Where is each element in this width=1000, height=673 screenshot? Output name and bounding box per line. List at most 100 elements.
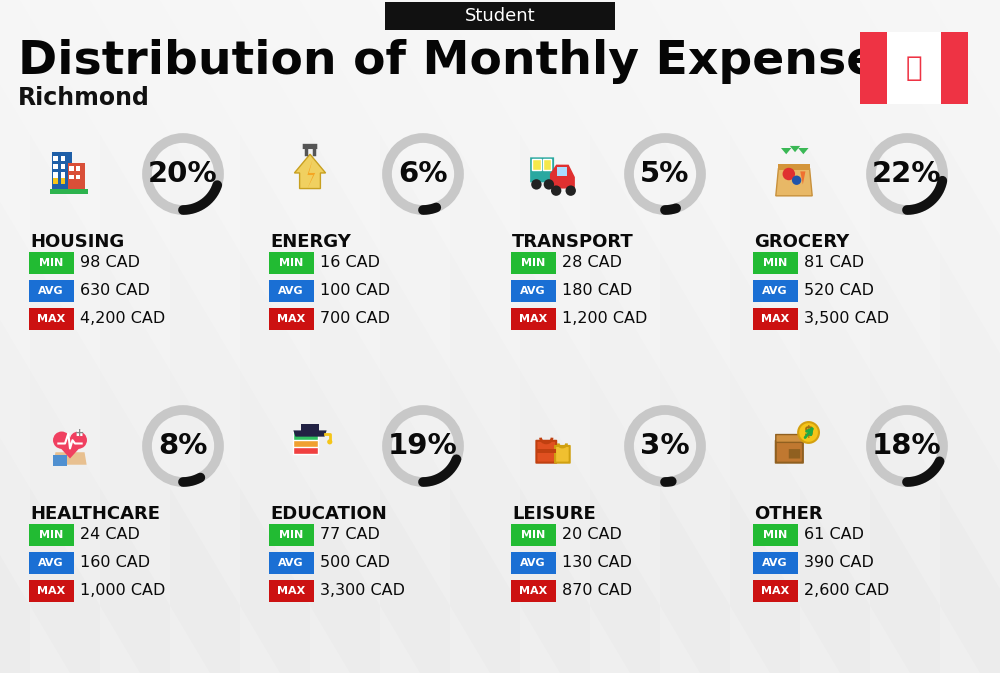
Text: 100 CAD: 100 CAD <box>320 283 390 298</box>
Text: 8%: 8% <box>158 432 208 460</box>
Text: MIN: MIN <box>521 258 545 267</box>
FancyBboxPatch shape <box>28 551 74 573</box>
Circle shape <box>53 431 70 449</box>
Polygon shape <box>307 160 315 188</box>
Circle shape <box>566 186 576 196</box>
FancyBboxPatch shape <box>28 279 74 302</box>
FancyBboxPatch shape <box>778 164 810 170</box>
Circle shape <box>551 186 561 196</box>
Text: +: + <box>75 428 84 438</box>
Text: 28 CAD: 28 CAD <box>562 255 622 270</box>
Text: $: $ <box>804 425 813 439</box>
FancyBboxPatch shape <box>753 551 798 573</box>
Text: Distribution of Monthly Expenses: Distribution of Monthly Expenses <box>18 40 906 85</box>
Text: AVG: AVG <box>38 285 64 295</box>
Text: OTHER: OTHER <box>754 505 823 523</box>
FancyBboxPatch shape <box>268 252 314 273</box>
FancyBboxPatch shape <box>53 172 58 178</box>
FancyBboxPatch shape <box>52 152 72 190</box>
Polygon shape <box>550 165 575 188</box>
Circle shape <box>70 431 87 449</box>
FancyBboxPatch shape <box>28 308 74 330</box>
FancyBboxPatch shape <box>511 524 556 546</box>
Text: 20 CAD: 20 CAD <box>562 527 622 542</box>
Text: MAX: MAX <box>519 586 547 596</box>
FancyBboxPatch shape <box>77 430 82 436</box>
FancyBboxPatch shape <box>753 579 798 602</box>
Text: ENERGY: ENERGY <box>270 233 351 251</box>
Polygon shape <box>781 148 791 154</box>
Text: Student: Student <box>465 7 535 25</box>
Text: AVG: AVG <box>520 557 546 567</box>
FancyBboxPatch shape <box>887 32 941 104</box>
Text: AVG: AVG <box>278 557 304 567</box>
Text: MIN: MIN <box>39 258 63 267</box>
Text: 5%: 5% <box>640 160 690 188</box>
FancyBboxPatch shape <box>61 178 65 184</box>
FancyBboxPatch shape <box>293 446 318 454</box>
Text: MAX: MAX <box>519 314 547 324</box>
Text: 630 CAD: 630 CAD <box>80 283 150 298</box>
Text: MIN: MIN <box>763 530 787 540</box>
FancyBboxPatch shape <box>555 446 570 462</box>
Circle shape <box>798 422 819 443</box>
FancyBboxPatch shape <box>385 2 615 30</box>
FancyBboxPatch shape <box>69 166 74 171</box>
FancyBboxPatch shape <box>268 524 314 546</box>
FancyBboxPatch shape <box>53 456 67 466</box>
FancyBboxPatch shape <box>268 579 314 602</box>
Text: MIN: MIN <box>521 530 545 540</box>
FancyBboxPatch shape <box>753 252 798 273</box>
FancyBboxPatch shape <box>61 156 65 161</box>
Text: AVG: AVG <box>278 285 304 295</box>
Text: 1,200 CAD: 1,200 CAD <box>562 311 647 326</box>
Text: 4,200 CAD: 4,200 CAD <box>80 311 165 326</box>
Text: 🍁: 🍁 <box>906 54 922 82</box>
Text: 160 CAD: 160 CAD <box>80 555 150 570</box>
FancyBboxPatch shape <box>76 174 80 179</box>
FancyBboxPatch shape <box>28 524 74 546</box>
FancyBboxPatch shape <box>28 579 74 602</box>
FancyBboxPatch shape <box>50 188 88 194</box>
FancyBboxPatch shape <box>753 524 798 546</box>
Circle shape <box>531 179 542 190</box>
Text: 18%: 18% <box>872 432 942 460</box>
Text: EDUCATION: EDUCATION <box>270 505 387 523</box>
FancyBboxPatch shape <box>268 308 314 330</box>
Text: MIN: MIN <box>279 258 303 267</box>
FancyBboxPatch shape <box>776 441 803 462</box>
Polygon shape <box>776 169 812 196</box>
Text: 520 CAD: 520 CAD <box>804 283 874 298</box>
Polygon shape <box>800 172 805 184</box>
Polygon shape <box>53 440 87 458</box>
Text: AVG: AVG <box>762 557 788 567</box>
FancyBboxPatch shape <box>61 172 65 178</box>
Text: 16 CAD: 16 CAD <box>320 255 380 270</box>
Text: 3,500 CAD: 3,500 CAD <box>804 311 889 326</box>
Polygon shape <box>798 148 809 154</box>
Text: MAX: MAX <box>761 586 789 596</box>
Polygon shape <box>53 452 87 465</box>
Text: MIN: MIN <box>763 258 787 267</box>
FancyBboxPatch shape <box>789 449 800 458</box>
FancyBboxPatch shape <box>532 160 541 170</box>
Text: 6%: 6% <box>398 160 448 188</box>
FancyBboxPatch shape <box>536 449 556 454</box>
Text: 870 CAD: 870 CAD <box>562 583 632 598</box>
FancyBboxPatch shape <box>753 308 798 330</box>
FancyBboxPatch shape <box>69 174 74 179</box>
FancyBboxPatch shape <box>530 157 554 182</box>
FancyBboxPatch shape <box>536 441 556 462</box>
Text: AVG: AVG <box>762 285 788 295</box>
Text: GROCERY: GROCERY <box>754 233 849 251</box>
Text: 1,000 CAD: 1,000 CAD <box>80 583 165 598</box>
Polygon shape <box>293 431 327 437</box>
FancyBboxPatch shape <box>776 435 803 442</box>
FancyBboxPatch shape <box>28 252 74 273</box>
Text: 3,300 CAD: 3,300 CAD <box>320 583 405 598</box>
Text: 130 CAD: 130 CAD <box>562 555 632 570</box>
FancyBboxPatch shape <box>511 551 556 573</box>
Text: MAX: MAX <box>277 314 305 324</box>
FancyBboxPatch shape <box>511 308 556 330</box>
Circle shape <box>327 439 332 444</box>
